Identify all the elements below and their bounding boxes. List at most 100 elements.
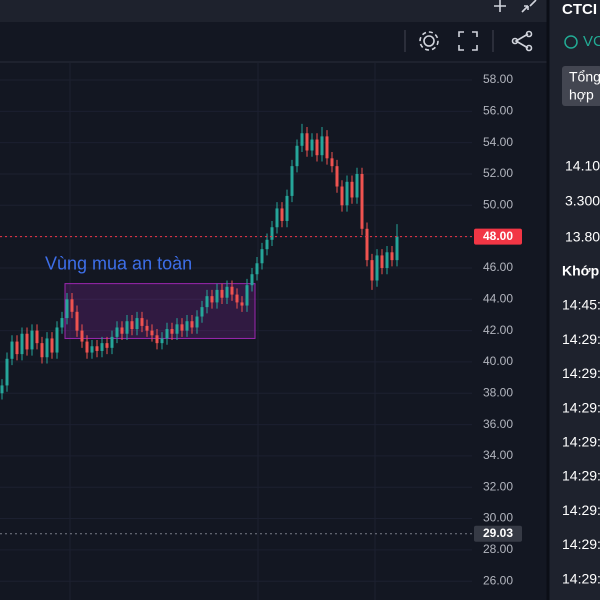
candle-body — [250, 274, 254, 286]
stat: 13.80 — [565, 229, 600, 245]
candle-body — [305, 133, 309, 151]
candle-body — [145, 325, 149, 331]
add-button[interactable] — [494, 0, 506, 12]
candle-body — [380, 255, 384, 268]
candle-body — [340, 186, 344, 206]
candle-body — [50, 338, 54, 353]
fullscreen-button[interactable] — [458, 31, 478, 51]
y-tick-label: 44.00 — [483, 291, 513, 305]
time-list: 14:45: 14:29: 14:29: 14:29: 14:29: 14:29: 14:2… — [562, 297, 600, 587]
trade-time: 14:45: — [562, 297, 600, 313]
candle-body — [85, 341, 89, 353]
y-tick-label: 32.00 — [483, 479, 513, 493]
candle-body — [200, 307, 204, 317]
exchange: VC — [583, 33, 600, 50]
candle-body — [330, 158, 334, 167]
trade-time: 14:29: — [562, 434, 600, 450]
candle-body — [100, 343, 104, 351]
y-tick-label: 56.00 — [483, 104, 513, 118]
trade-time: 14:29: — [562, 399, 600, 415]
collapse-button[interactable] — [521, 0, 537, 13]
candle-body — [185, 321, 189, 331]
y-tick-label: 54.00 — [483, 135, 513, 149]
candle-body — [80, 330, 84, 342]
candle-body — [105, 343, 109, 348]
candle-body — [140, 318, 144, 326]
candle-body — [215, 289, 219, 303]
y-tick-label: 38.00 — [483, 385, 513, 399]
candle-body — [175, 324, 179, 334]
candle-body — [220, 289, 224, 298]
candle-body — [315, 139, 319, 156]
candle-body — [130, 321, 134, 330]
section-title: Khớp — [562, 263, 599, 279]
candle-body — [375, 255, 379, 281]
candle-body — [195, 316, 199, 328]
candle-body — [255, 263, 259, 275]
candle-body — [245, 285, 249, 306]
settings-button[interactable] — [423, 35, 435, 47]
candle-body — [280, 208, 284, 221]
candle-body — [160, 338, 164, 344]
candle-body — [125, 321, 129, 334]
y-tick-label: 42.00 — [483, 323, 513, 337]
candle-body — [365, 228, 369, 261]
candle-body — [70, 299, 74, 312]
candle-body — [225, 286, 229, 298]
candle-body — [135, 318, 139, 330]
candle-body — [310, 139, 314, 151]
candle-body — [35, 330, 39, 344]
candle-body — [320, 136, 324, 156]
tab-label: Tổng — [569, 69, 600, 85]
candle-body — [75, 311, 79, 331]
candle-body — [275, 208, 279, 228]
candle-body — [5, 358, 9, 386]
candle-body — [30, 330, 34, 350]
candle-body — [235, 294, 239, 303]
candle-body — [345, 181, 349, 206]
candle-body — [290, 166, 294, 196]
candle-body — [180, 324, 184, 331]
zone-label: Vùng mua an toàn — [45, 253, 192, 273]
candle-body — [360, 173, 364, 229]
candle-body — [90, 346, 94, 353]
candle-body — [395, 236, 399, 261]
y-tick-label: 50.00 — [483, 197, 513, 211]
share-button[interactable] — [514, 33, 529, 49]
candle-body — [205, 296, 209, 308]
candle-body — [210, 296, 214, 303]
candle-body — [45, 338, 49, 358]
candle-body — [260, 249, 264, 264]
candle-body — [295, 145, 299, 167]
candle-body — [270, 227, 274, 240]
tab-button[interactable] — [562, 66, 600, 106]
candle-body — [170, 329, 174, 334]
candle-body — [390, 252, 394, 261]
candle-body — [15, 341, 19, 355]
candle-body — [385, 252, 389, 268]
price-label: 48.00 — [483, 229, 513, 243]
trade-time: 14:29: — [562, 331, 600, 347]
candle-body — [10, 341, 14, 359]
candle-body — [115, 327, 119, 337]
candle-body — [285, 195, 289, 221]
candle-body — [110, 336, 114, 348]
candle-body — [65, 299, 69, 319]
symbol: CTCI — [562, 1, 597, 18]
candle-body — [265, 239, 269, 250]
plot: Vùng mua an toàn — [0, 123, 472, 535]
y-tick-label: 58.00 — [483, 72, 513, 86]
y-tick-label: 28.00 — [483, 542, 513, 556]
vertical-grid — [69, 63, 376, 600]
y-tick-label: 46.00 — [483, 260, 513, 274]
candle-body — [240, 302, 244, 306]
price-label-box — [474, 228, 522, 245]
top-strip — [0, 0, 548, 22]
trade-time: 14:29: — [562, 536, 600, 552]
candle-body — [335, 166, 339, 187]
candle-body — [350, 181, 354, 198]
candle-body — [150, 330, 154, 336]
candle-body — [355, 173, 359, 198]
